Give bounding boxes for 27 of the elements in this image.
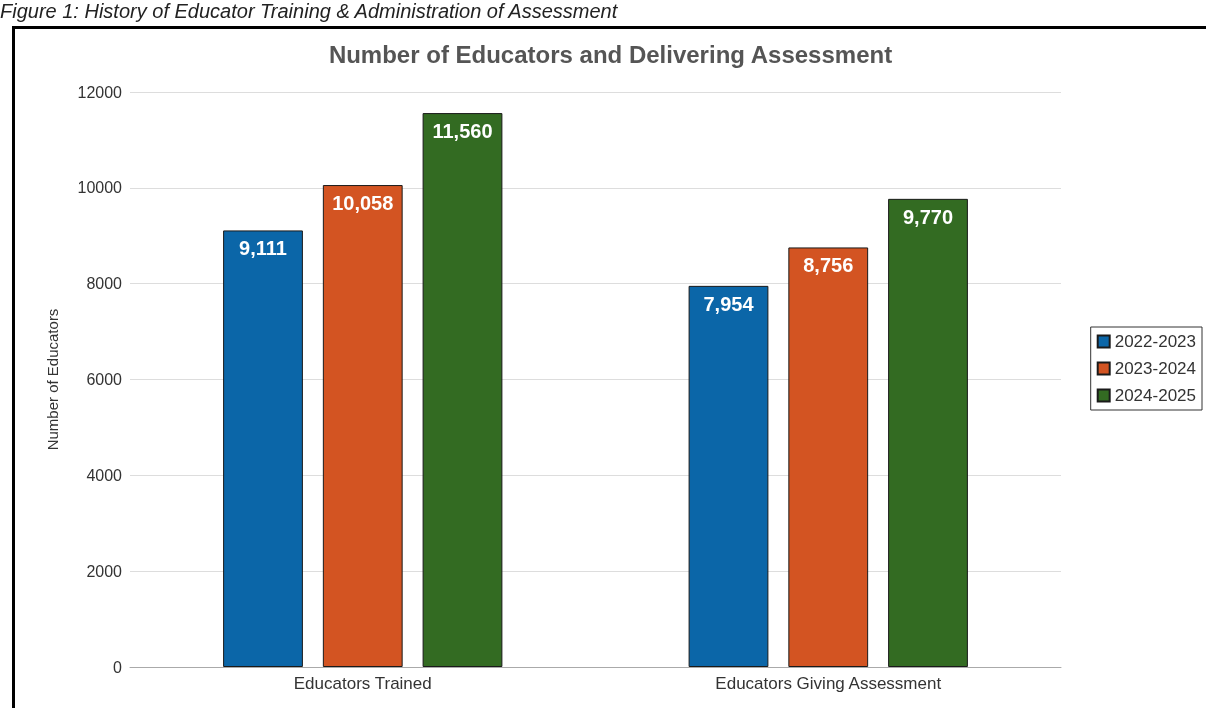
- y-tick-label: 12000: [77, 83, 123, 101]
- bar: [322, 185, 403, 667]
- bar: [788, 247, 869, 667]
- data-label: 9,770: [902, 205, 954, 228]
- data-label: 11,560: [432, 120, 493, 143]
- bar: [688, 285, 769, 667]
- data-label: 8,756: [803, 254, 854, 277]
- legend-label: 2024-2025: [1114, 386, 1197, 405]
- data-label: 9,111: [239, 237, 287, 260]
- y-axis-title: Number of Educators: [44, 308, 61, 451]
- y-tick-label: 0: [113, 658, 123, 676]
- chart-title: Number of Educators and Delivering Assessment: [328, 40, 893, 68]
- y-tick-label: 2000: [86, 562, 123, 580]
- y-tick-label: 4000: [86, 466, 123, 484]
- data-label: 10,058: [332, 192, 394, 215]
- y-tick-label: 6000: [86, 371, 123, 388]
- legend-label: 2023-2024: [1114, 359, 1197, 378]
- y-tick-label: 10000: [77, 179, 123, 197]
- caption: Figure 1: History of Educator Training & Administration of Assessment: [0, 0, 618, 23]
- bar: [422, 113, 503, 667]
- x-tick-label: Educators Trained: [293, 674, 432, 693]
- bar: [888, 198, 968, 667]
- data-label: 7,954: [703, 292, 755, 315]
- bar: [223, 230, 303, 667]
- x-tick-label: Educators Giving Assessment: [715, 674, 942, 693]
- legend-label: 2022-2023: [1114, 332, 1197, 351]
- y-tick-label: 8000: [86, 275, 123, 293]
